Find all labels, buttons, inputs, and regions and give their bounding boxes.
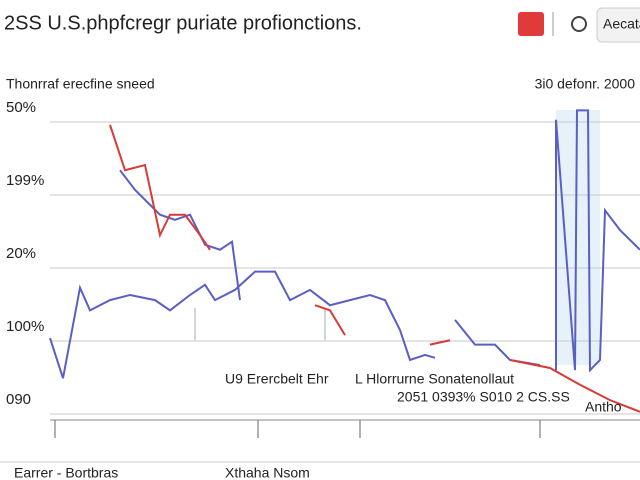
y-tick-label: 50% xyxy=(6,99,36,116)
annotation: 2051 0393% S010 2 CS.SS xyxy=(397,389,570,405)
data-line xyxy=(109,124,640,413)
status-icon[interactable] xyxy=(571,16,587,32)
y-tick-label: 090 xyxy=(6,391,31,408)
data-line xyxy=(49,109,640,379)
corner-note: 3i0 defonr. 2000 xyxy=(535,76,636,92)
action-button[interactable] xyxy=(596,7,640,43)
annotation: L Hlorrurne Sonatenollaut xyxy=(355,371,514,387)
annotation: U9 Erercbelt Ehr xyxy=(225,371,329,387)
annotation: Antho xyxy=(585,399,622,415)
chart-title: 2SS U.S.phpfcregr puriate profionctions. xyxy=(4,12,362,34)
y-tick-label: 199% xyxy=(6,172,44,189)
footer-text: Earrer - Bortbras xyxy=(14,465,118,480)
y-tick-label: 100% xyxy=(6,318,44,335)
y-tick-label: 20% xyxy=(6,245,36,262)
footer-text: Xthaha Nsom xyxy=(225,465,310,480)
highlight-band xyxy=(556,110,600,365)
chart-subtitle: Thonrraf erecfine sneed xyxy=(6,76,155,92)
record-button[interactable] xyxy=(518,12,544,36)
action-button-label: Aecata xyxy=(603,16,640,32)
